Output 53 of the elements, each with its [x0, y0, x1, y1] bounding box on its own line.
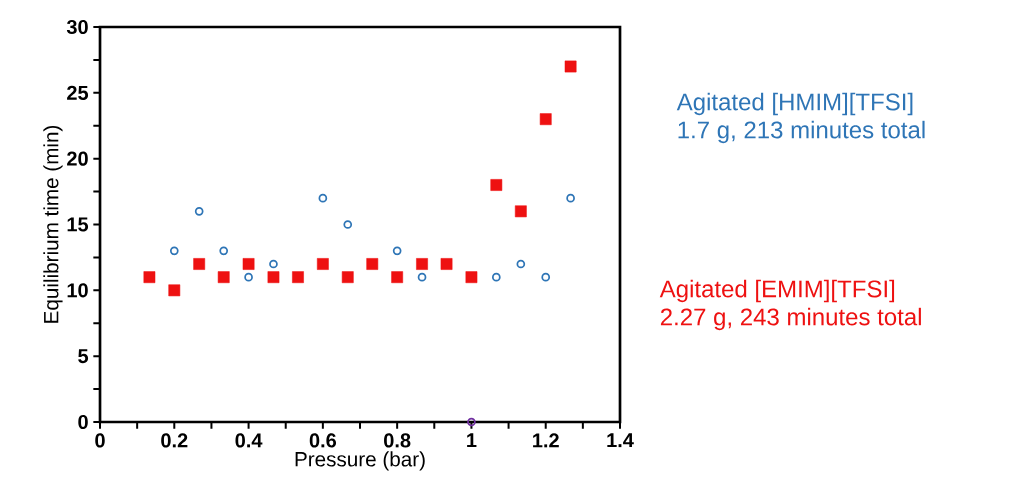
- x-tick-label: 1: [467, 433, 477, 448]
- point: [341, 271, 354, 284]
- y-tick-label: 15: [67, 217, 89, 232]
- point: [564, 60, 577, 73]
- point: [366, 258, 379, 270]
- point: [467, 417, 476, 427]
- point: [219, 246, 229, 256]
- point: [193, 258, 206, 270]
- y-tick-label: 10: [67, 283, 88, 298]
- x-axis-title: Pressure (bar): [295, 451, 425, 471]
- text: 1.7 g, 213 minutes total: [678, 120, 925, 144]
- point: [217, 271, 230, 284]
- point: [292, 271, 304, 284]
- point: [318, 193, 328, 203]
- text: Agitated [EMIM][TFSI]: [659, 279, 895, 303]
- point: [269, 259, 278, 269]
- y-tick-label: 30: [66, 19, 88, 35]
- x-tick-label: 1.4: [607, 433, 634, 448]
- point: [465, 271, 478, 284]
- point: [169, 246, 179, 256]
- y-tick-label: 25: [67, 85, 89, 100]
- x-tick-label: 1.2: [533, 433, 559, 448]
- point: [343, 220, 353, 229]
- point: [490, 179, 503, 191]
- point: [267, 271, 280, 284]
- text: 2.27 g, 243 minutes total: [660, 307, 921, 331]
- point: [416, 258, 428, 270]
- point: [316, 258, 329, 270]
- point: [539, 113, 552, 126]
- point: [417, 272, 427, 282]
- y-tick-label: 0: [78, 414, 88, 430]
- point: [516, 259, 526, 269]
- point: [168, 284, 181, 297]
- x-tick-label: 0.2: [161, 433, 188, 448]
- x-tick-label: 0: [95, 433, 105, 448]
- point: [194, 206, 204, 216]
- point: [541, 272, 551, 282]
- point: [242, 258, 255, 270]
- y-tick-label: 5: [78, 349, 89, 364]
- point: [566, 193, 575, 203]
- point: [440, 258, 453, 270]
- x-tick-label: 0.6: [309, 433, 337, 448]
- point: [514, 205, 527, 218]
- point: [491, 272, 501, 282]
- text: Agitated [HMIM][TFSI]: [676, 92, 913, 116]
- y-axis-title: Equilibrium time (min): [43, 125, 63, 323]
- point: [391, 271, 404, 284]
- point: [143, 271, 156, 284]
- x-tick-label: 0.8: [384, 433, 411, 448]
- y-tick-label: 20: [67, 151, 88, 166]
- point: [244, 272, 253, 282]
- x-tick-label: 0.4: [235, 433, 263, 448]
- point: [392, 246, 402, 256]
